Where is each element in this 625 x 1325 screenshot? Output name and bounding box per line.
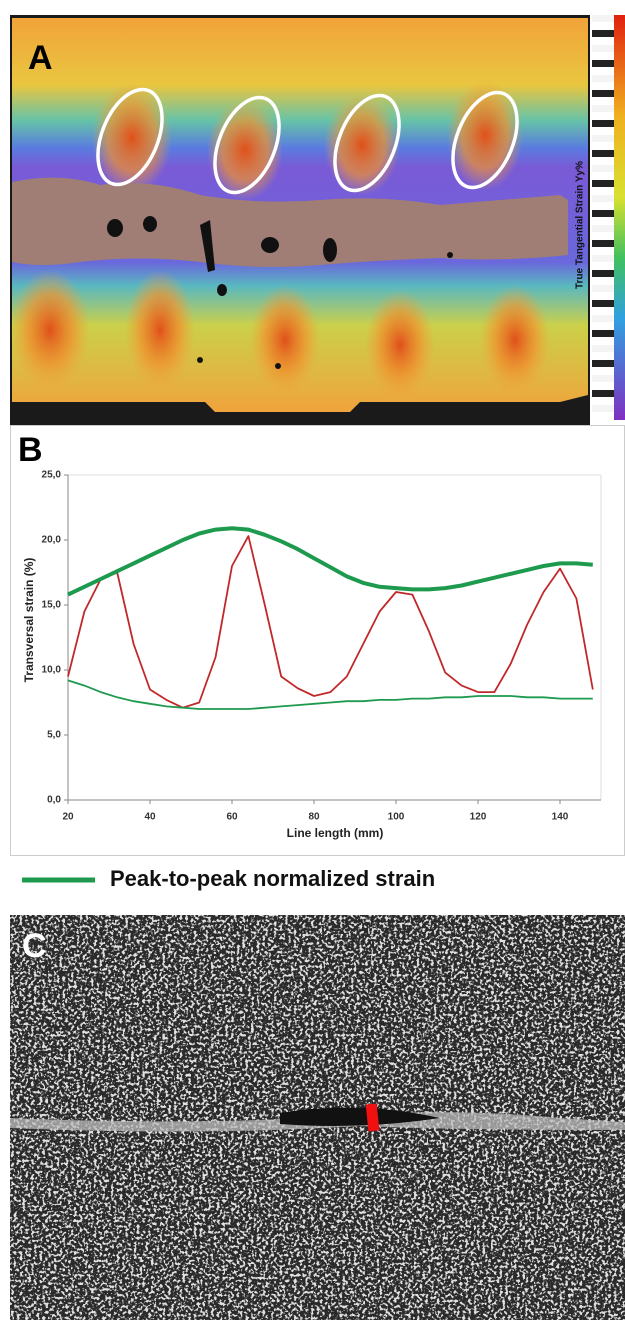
panel-b-bg [10, 425, 625, 856]
x-tick-label: 40 [144, 812, 156, 823]
colorbar-stripe [592, 75, 614, 82]
y-tick-label: 20,0 [42, 535, 62, 546]
colorbar-stripe [592, 90, 614, 97]
x-tick-label: 140 [552, 812, 569, 823]
weld-seam [12, 177, 568, 267]
colorbar-stripe [592, 30, 614, 37]
series-line [67, 679, 593, 710]
colorbar-stripe [592, 210, 614, 217]
colorbar-stripe [592, 300, 614, 307]
colorbar-stripe [592, 270, 614, 277]
x-axis-label: Line length (mm) [287, 826, 384, 840]
series-line [67, 526, 593, 597]
colorbar-stripe [592, 405, 614, 412]
colorbar-stripe [592, 390, 614, 397]
colorbar-stripe [592, 255, 614, 262]
colorbar-stripe [592, 240, 614, 247]
legend: Peak-to-peak normalized strain [22, 866, 435, 891]
colorbar-stripe [592, 105, 614, 112]
x-tick-label: 20 [62, 812, 74, 823]
colorbar [614, 15, 625, 420]
colorbar-stripe [592, 345, 614, 352]
legend-label: Peak-to-peak normalized strain [110, 866, 435, 891]
colorbar-stripe [592, 165, 614, 172]
plot: 0,0 5,0 10,0 15,0 20,0 25,0 20 40 60 80 100 120 140 [42, 470, 602, 823]
colorbar-stripe [592, 195, 614, 202]
y-tick-label: 10,0 [42, 665, 62, 676]
x-tick-label: 100 [388, 812, 405, 823]
y-tick-label: 0,0 [47, 795, 61, 806]
x-tick-label: 80 [308, 812, 320, 823]
y-axis-label: Transversal strain (%) [22, 558, 36, 683]
panel-label: A [28, 39, 53, 77]
colorbar-stripe [592, 120, 614, 127]
y-tick-label: 5,0 [47, 730, 61, 741]
x-tick-label: 60 [226, 812, 238, 823]
crack-marker [365, 1103, 380, 1132]
colorbar-stripe [592, 45, 614, 52]
colorbar-stripe [592, 315, 614, 322]
series-line [67, 535, 594, 709]
highlight-ellipses [96, 87, 519, 195]
colorbar-stripe [592, 180, 614, 187]
colorbar-ticks [592, 15, 614, 412]
colorbar-stripe [592, 330, 614, 337]
colorbar-label: True Tangential Strain Yy% [575, 161, 586, 289]
colorbar-stripe [592, 60, 614, 67]
colorbar-stripe [592, 360, 614, 367]
colorbar-stripe [592, 150, 614, 157]
panel-label: C [22, 927, 47, 965]
colorbar-stripe [592, 135, 614, 142]
panel-label: B [18, 431, 43, 469]
y-tick-label: 15,0 [42, 600, 62, 611]
seam-gap [280, 1107, 440, 1126]
defects [107, 216, 453, 369]
colorbar-stripe [592, 225, 614, 232]
colorbar-stripe [592, 375, 614, 382]
colorbar-stripe [592, 285, 614, 292]
x-tick-label: 120 [470, 812, 487, 823]
y-tick-label: 25,0 [42, 470, 62, 481]
colorbar-stripe [592, 15, 614, 22]
